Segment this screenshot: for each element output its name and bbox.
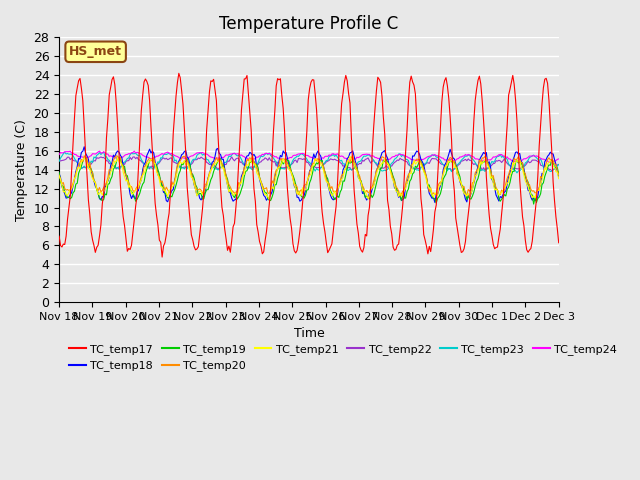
TC_temp19 (55, 170, 63, 176)
TC_temp20 (349, 152, 356, 158)
TC_temp19 (275, 171, 283, 177)
TC_temp24 (131, 148, 138, 154)
TC_temp18 (555, 174, 563, 180)
Title: Temperature Profile C: Temperature Profile C (220, 15, 399, 33)
TC_temp24 (205, 154, 213, 159)
TC_temp18 (55, 170, 63, 176)
Line: TC_temp21: TC_temp21 (59, 156, 559, 199)
TC_temp24 (222, 152, 230, 158)
TC_temp24 (116, 155, 124, 161)
TC_temp18 (81, 144, 88, 150)
TC_temp20 (116, 154, 124, 160)
TC_temp23 (55, 158, 63, 164)
TC_temp24 (555, 156, 563, 162)
Line: TC_temp18: TC_temp18 (59, 147, 559, 203)
Y-axis label: Temperature (C): Temperature (C) (15, 119, 28, 221)
TC_temp20 (274, 167, 282, 173)
TC_temp19 (114, 154, 122, 159)
TC_temp17 (158, 254, 166, 260)
TC_temp18 (118, 155, 125, 160)
TC_temp23 (530, 152, 538, 158)
Line: TC_temp20: TC_temp20 (59, 155, 559, 196)
TC_temp21 (346, 154, 354, 159)
TC_temp21 (530, 193, 538, 199)
TC_temp22 (230, 158, 238, 164)
TC_temp19 (222, 173, 230, 179)
TC_temp21 (116, 160, 124, 166)
TC_temp23 (555, 162, 563, 168)
TC_temp17 (276, 76, 284, 82)
TC_temp20 (204, 176, 212, 181)
TC_temp17 (207, 78, 214, 84)
Legend: TC_temp17, TC_temp18, TC_temp19, TC_temp20, TC_temp21, TC_temp22, TC_temp23, TC_: TC_temp17, TC_temp18, TC_temp19, TC_temp… (65, 340, 621, 376)
TC_temp19 (118, 161, 125, 167)
TC_temp17 (116, 182, 124, 188)
TC_temp24 (55, 152, 63, 157)
TC_temp18 (205, 171, 213, 177)
TC_temp19 (230, 195, 238, 201)
TC_temp19 (529, 192, 536, 198)
TC_temp20 (530, 188, 538, 193)
Text: HS_met: HS_met (69, 45, 122, 58)
TC_temp19 (530, 201, 538, 207)
TC_temp22 (555, 162, 563, 168)
TC_temp21 (555, 176, 563, 181)
TC_temp21 (221, 172, 228, 178)
TC_temp23 (222, 159, 230, 165)
TC_temp18 (275, 158, 283, 164)
TC_temp22 (204, 160, 212, 166)
TC_temp24 (545, 159, 553, 165)
Line: TC_temp22: TC_temp22 (59, 157, 559, 171)
TC_temp21 (204, 177, 212, 183)
TC_temp22 (55, 157, 63, 163)
X-axis label: Time: Time (294, 327, 324, 340)
TC_temp22 (449, 168, 457, 174)
TC_temp21 (266, 196, 273, 202)
TC_temp20 (229, 189, 237, 194)
TC_temp24 (275, 155, 283, 161)
Line: TC_temp19: TC_temp19 (59, 156, 559, 204)
TC_temp17 (232, 204, 240, 210)
TC_temp20 (221, 167, 228, 172)
TC_temp18 (431, 200, 438, 205)
TC_temp22 (530, 157, 538, 163)
TC_temp20 (555, 171, 563, 177)
Line: TC_temp24: TC_temp24 (59, 151, 559, 162)
TC_temp20 (55, 172, 63, 178)
TC_temp21 (55, 173, 63, 179)
TC_temp23 (275, 164, 283, 170)
TC_temp17 (175, 71, 182, 76)
TC_temp23 (230, 150, 238, 156)
TC_temp21 (275, 165, 283, 170)
TC_temp23 (100, 149, 108, 155)
TC_temp19 (555, 170, 563, 176)
TC_temp24 (529, 153, 536, 159)
TC_temp23 (513, 170, 521, 176)
TC_temp18 (530, 195, 538, 201)
TC_temp17 (224, 248, 232, 253)
TC_temp17 (530, 224, 538, 230)
TC_temp20 (396, 193, 404, 199)
TC_temp18 (230, 197, 238, 203)
TC_temp19 (205, 182, 213, 188)
TC_temp22 (228, 154, 236, 160)
TC_temp17 (555, 240, 563, 246)
TC_temp18 (222, 175, 230, 180)
Line: TC_temp17: TC_temp17 (59, 73, 559, 257)
TC_temp21 (229, 192, 237, 198)
TC_temp22 (275, 162, 283, 168)
TC_temp23 (118, 163, 125, 168)
TC_temp23 (205, 159, 213, 165)
TC_temp17 (55, 233, 63, 239)
TC_temp24 (230, 151, 238, 156)
TC_temp22 (221, 161, 228, 167)
TC_temp22 (116, 164, 124, 169)
Line: TC_temp23: TC_temp23 (59, 152, 559, 173)
